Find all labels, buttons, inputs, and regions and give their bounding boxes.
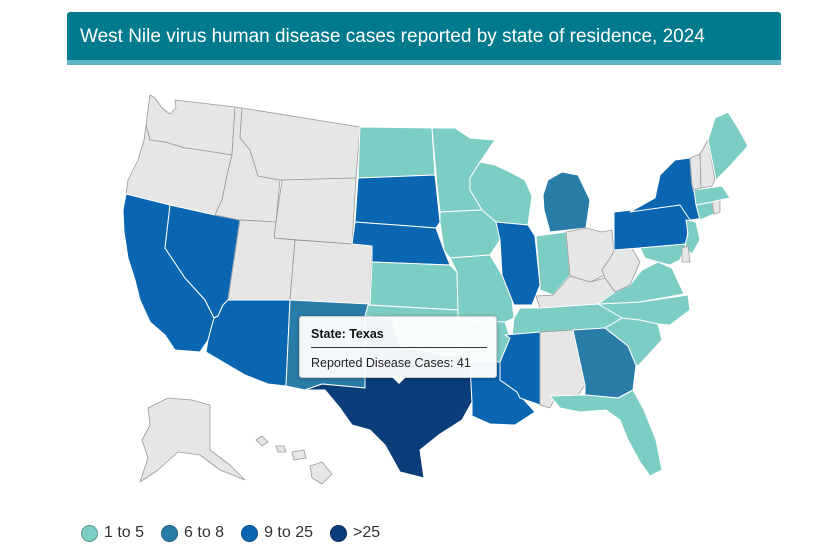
tooltip-divider: [311, 347, 487, 348]
state-wisconsin[interactable]: [469, 161, 533, 226]
legend-item-9-to-25[interactable]: 9 to 25: [241, 524, 313, 542]
state-north-carolina[interactable]: [597, 294, 691, 326]
legend-item-1-to-5[interactable]: 1 to 5: [81, 524, 144, 542]
legend-swatch: [330, 524, 347, 542]
state-kansas[interactable]: [369, 261, 459, 311]
state-pennsylvania[interactable]: [613, 204, 691, 251]
state-hawaii[interactable]: [255, 435, 333, 485]
legend-swatch: [161, 524, 179, 542]
state-florida[interactable]: [549, 389, 663, 477]
tooltip-pointer: [392, 377, 406, 384]
map-header: West Nile virus human disease cases repo…: [67, 12, 781, 65]
state-vermont[interactable]: [689, 153, 702, 191]
state-tooltip: State: Texas Reported Disease Cases: 41: [299, 316, 497, 384]
state-delaware[interactable]: [681, 245, 691, 263]
state-colorado[interactable]: [289, 239, 373, 305]
state-new-hampshire[interactable]: [699, 139, 716, 189]
state-wyoming[interactable]: [273, 177, 357, 245]
state-massachusetts[interactable]: [693, 185, 731, 206]
legend-item-6-to-8[interactable]: 6 to 8: [161, 524, 224, 542]
state-michigan[interactable]: [542, 171, 591, 233]
state-montana[interactable]: [239, 107, 361, 181]
state-alaska[interactable]: [139, 397, 246, 483]
state-north-dakota[interactable]: [357, 126, 436, 179]
state-new-jersey[interactable]: [683, 219, 701, 255]
legend-label: 1 to 5: [104, 524, 145, 541]
state-maryland[interactable]: [639, 243, 687, 266]
tooltip-case-count: Reported Disease Cases: 41: [311, 356, 471, 370]
legend-label: 9 to 25: [264, 524, 313, 541]
map-title: West Nile virus human disease cases repo…: [80, 26, 705, 47]
state-illinois[interactable]: [495, 221, 541, 306]
legend-swatch: [81, 524, 98, 542]
legend-label: 6 to 8: [184, 524, 225, 541]
legend-swatch: [241, 524, 259, 542]
map-legend: 1 to 5 6 to 8 9 to 25 >25: [81, 522, 397, 544]
state-maine[interactable]: [707, 111, 749, 181]
state-missouri[interactable]: [449, 254, 515, 323]
legend-item-over-25[interactable]: >25: [330, 524, 380, 542]
state-south-dakota[interactable]: [354, 174, 441, 229]
tooltip-state-name: State: Texas: [311, 327, 384, 341]
legend-label: >25: [353, 524, 381, 541]
